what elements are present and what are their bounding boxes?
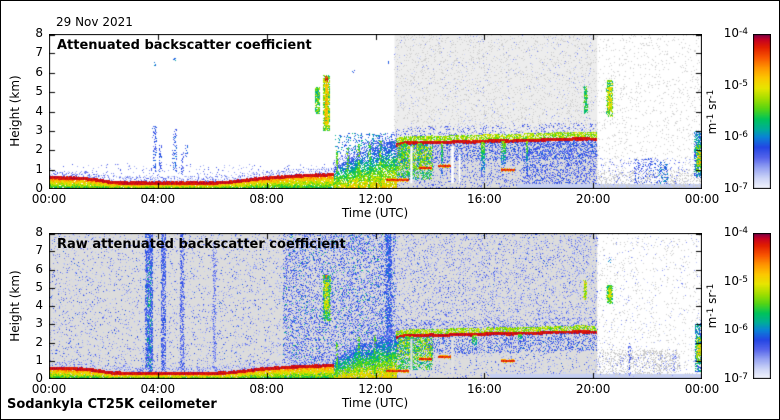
x-tick-label: 16:00	[467, 382, 502, 396]
panel1-title: Attenuated backscatter coefficient	[57, 38, 312, 53]
colorbar-tick-label: 10-4	[723, 26, 748, 40]
x-tick-label: 00:00	[31, 382, 67, 396]
colorbar-tick-label: 10-7	[723, 181, 748, 195]
x-tick-label: 04:00	[140, 382, 176, 396]
colorbar-tick-label: 10-6	[723, 129, 748, 144]
colorbar-tick-label: 10-7	[723, 371, 748, 385]
colorbar-tick-label: 10-5	[723, 77, 748, 92]
attenuated-backscatter-heatmap	[49, 34, 702, 189]
x-tick-label: 16:00	[467, 192, 502, 206]
x-tick-label: 08:00	[249, 192, 284, 206]
x-tick-label: 00:00	[684, 382, 720, 396]
y-tick-label: 1	[35, 161, 43, 176]
x-tick-label: 12:00	[358, 192, 393, 206]
y-tick-label: 6	[35, 261, 43, 276]
y-tick-label: 8	[35, 225, 43, 239]
y-tick-label: 1	[35, 352, 43, 367]
colorbar-tick-label: 10-4	[723, 225, 748, 239]
y-tick-label: 7	[35, 45, 43, 60]
y-tick-label: 0	[35, 181, 43, 195]
y-tick-label: 5	[35, 279, 43, 294]
y-tick-label: 5	[35, 84, 43, 99]
y-tick-label: 3	[35, 122, 43, 137]
panel2-title: Raw attenuated backscatter coefficient	[57, 237, 346, 252]
colorbar-tick-label: 10-5	[723, 273, 748, 288]
colorbar-2	[753, 233, 771, 379]
y-tick-label: 0	[35, 371, 43, 385]
panel2-xlabel: Time (UTC)	[341, 396, 409, 410]
colorbar-1	[753, 34, 771, 189]
date-label: 29 Nov 2021	[56, 15, 133, 29]
y-tick-label: 2	[35, 334, 43, 349]
y-tick-label: 8	[35, 26, 43, 40]
colorbar-unit-label: m-1 sr-1	[705, 283, 719, 329]
x-tick-label: 00:00	[31, 192, 67, 206]
x-tick-label: 08:00	[249, 382, 284, 396]
y-tick-label: 6	[35, 64, 43, 79]
x-tick-label: 04:00	[140, 192, 176, 206]
footer-station-label: Sodankyla CT25K ceilometer	[7, 397, 217, 412]
x-tick-label: 12:00	[358, 382, 393, 396]
y-tick-label: 3	[35, 316, 43, 331]
y-tick-label: 7	[35, 243, 43, 258]
y-tick-label: 4	[35, 103, 43, 118]
y-tick-label: 4	[35, 298, 43, 312]
y-tick-label: 2	[35, 142, 43, 157]
x-tick-label: 20:00	[575, 382, 611, 396]
colorbar-unit-label: m-1 sr-1	[705, 89, 719, 134]
raw-attenuated-backscatter-heatmap	[49, 233, 702, 379]
x-tick-label: 00:00	[684, 192, 720, 206]
panel1-xlabel: Time (UTC)	[341, 206, 409, 220]
x-tick-label: 20:00	[575, 192, 611, 206]
colorbar-tick-label: 10-6	[723, 322, 748, 337]
